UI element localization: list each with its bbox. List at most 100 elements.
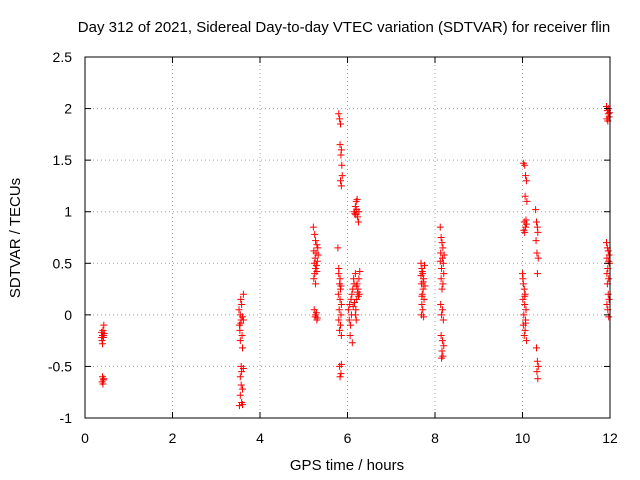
data-point [440,270,448,278]
data-point [313,268,321,276]
data-points [98,103,614,410]
data-point [604,247,612,255]
x-tick-label: 2 [169,430,177,446]
data-point [338,172,346,180]
y-tick-labels: -1 -0.5 0 0.5 1 1.5 2 2.5 [48,49,72,426]
data-point [99,380,107,388]
data-point [314,251,322,259]
data-point [533,218,540,226]
data-point [239,313,246,321]
x-tick-label: 0 [81,430,89,446]
data-point [336,373,344,381]
data-point [519,275,527,283]
data-point [239,290,247,298]
data-point [418,268,426,276]
data-point [522,172,530,180]
data-point [420,313,428,321]
data-point [236,337,244,345]
x-tick-label: 8 [431,430,439,446]
data-point [312,264,320,272]
data-point [521,192,529,200]
data-point [336,141,344,149]
data-point [239,385,246,393]
data-point [235,402,243,410]
data-point [99,340,106,348]
data-point [312,309,320,317]
data-point [522,319,530,327]
data-point [603,239,610,247]
data-point [354,285,362,293]
data-point [337,370,345,378]
data-point [439,316,447,324]
data-point [310,275,318,283]
data-point [239,364,247,372]
data-point [239,401,246,409]
data-point [605,275,613,283]
data-point [236,326,244,334]
data-point [520,285,528,293]
data-point [355,275,363,283]
y-tick-label: -1 [60,410,73,426]
data-point [337,321,344,329]
y-tick-label: -0.5 [48,358,72,374]
data-point [338,161,346,169]
data-point [100,375,108,383]
data-point [312,261,320,269]
data-point [438,264,446,272]
data-point [100,321,108,329]
data-point [348,339,356,347]
data-point [605,295,613,303]
y-tick-label: 1 [64,204,72,220]
x-tick-label: 4 [256,430,264,446]
data-point [353,195,361,203]
y-axis-label: SDTVAR / TECUs [7,178,24,298]
data-point [534,254,542,262]
data-point [440,251,448,259]
data-point [534,362,542,370]
data-point [604,290,612,298]
data-point [522,337,530,345]
data-point [336,275,344,283]
data-point [345,316,353,324]
data-point [313,314,321,322]
data-point [520,311,528,319]
data-point [235,306,243,314]
data-point [436,257,444,265]
data-point [236,373,244,381]
data-point [352,316,360,324]
data-point [533,249,541,257]
y-tick-label: 0.5 [53,255,73,271]
data-point [309,223,317,231]
data-point [337,301,345,309]
data-point [337,331,345,339]
data-point [238,368,246,376]
data-point [337,120,344,128]
data-point [519,295,527,303]
data-point [436,223,444,231]
data-point [335,264,343,272]
x-tick-label: 10 [515,430,531,446]
data-point [521,292,529,300]
y-tick-label: 0 [64,307,72,323]
data-point [356,268,364,276]
data-point [337,282,345,290]
data-point [348,290,356,298]
data-point [439,280,447,288]
data-point [440,342,448,350]
data-point [603,301,611,309]
data-point [313,257,321,265]
data-point [438,337,446,345]
data-point [421,261,428,269]
data-point [521,326,529,334]
data-point [312,280,320,288]
data-point [312,237,320,245]
data-point [520,331,528,339]
data-point [313,241,321,249]
data-point [311,230,319,238]
data-point [236,391,244,399]
data-point [417,272,425,280]
data-point [337,177,344,185]
data-point [438,347,446,355]
data-point [344,306,352,314]
